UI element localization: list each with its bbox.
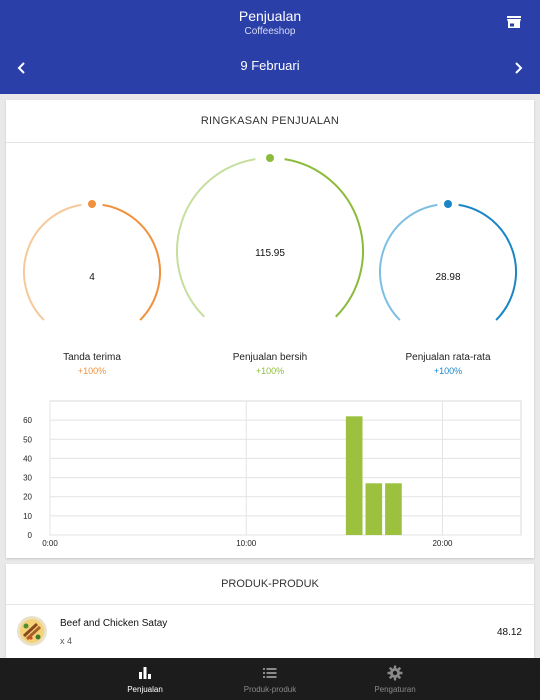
hourly-sales-chart: 0 10 20 30 40 50 60 0:00 10:00 20:00 xyxy=(23,400,522,548)
bar-chart-icon xyxy=(139,667,151,679)
net-sales-gauge-track xyxy=(176,158,256,318)
plot-area xyxy=(49,400,522,536)
y-tick-label: 30 xyxy=(23,474,32,483)
y-tick-label: 40 xyxy=(23,454,32,463)
nav-products[interactable]: Produk-produk xyxy=(180,658,360,700)
average-sales-change: +100% xyxy=(433,366,463,376)
sales-summary-card: RINGKASAN PENJUALAN 4 115.95 28.98 Tanda… xyxy=(6,100,534,558)
product-name: Beef and Chicken Satay xyxy=(60,618,168,629)
receipts-gauge-marker xyxy=(88,200,96,208)
nav-settings[interactable]: Pengaturan xyxy=(305,658,485,700)
app-header: Penjualan Coffeeshop 9 Februari xyxy=(0,0,540,94)
product-thumbnail xyxy=(17,616,47,646)
list-icon xyxy=(263,668,277,678)
product-total: 48.12 xyxy=(496,627,522,638)
date-selector: 9 Februari xyxy=(0,56,540,80)
receipts-gauge-track xyxy=(23,203,82,321)
y-tick-label: 50 xyxy=(23,435,32,444)
receipts-change: +100% xyxy=(77,366,107,376)
products-title: PRODUK-PRODUK xyxy=(6,564,534,605)
x-tick-label: 10:00 xyxy=(236,539,257,548)
average-sales-gauge-arc xyxy=(458,203,517,321)
store-name: Coffeeshop xyxy=(244,26,296,37)
x-tick-label: 20:00 xyxy=(432,539,453,548)
nav-settings-label: Pengaturan xyxy=(374,685,416,694)
sales-bar[interactable] xyxy=(365,483,383,535)
chevron-right-icon[interactable] xyxy=(510,60,526,76)
nav-sales-label: Penjualan xyxy=(127,685,163,694)
y-tick-label: 10 xyxy=(23,512,32,521)
product-row[interactable]: Beef and Chicken Satay x 4 48.12 xyxy=(6,605,534,659)
net-sales-value: 115.95 xyxy=(255,248,285,259)
average-sales-gauge-track xyxy=(379,203,438,321)
sales-bar[interactable] xyxy=(385,483,402,535)
y-tick-label: 0 xyxy=(28,531,33,540)
average-sales-gauge-marker xyxy=(444,200,452,208)
receipts-gauge-arc xyxy=(102,203,161,321)
net-sales-gauge-marker xyxy=(266,154,274,162)
gear-icon xyxy=(387,665,403,681)
net-sales-change: +100% xyxy=(255,366,285,376)
y-tick-label: 20 xyxy=(23,493,32,502)
average-sales-label: Penjualan rata-rata xyxy=(405,352,491,363)
store-icon[interactable] xyxy=(506,14,522,30)
receipts-value: 4 xyxy=(89,272,95,283)
sales-bar[interactable] xyxy=(345,416,363,535)
chevron-left-icon[interactable] xyxy=(14,60,30,76)
nav-products-label: Produk-produk xyxy=(243,685,297,694)
receipts-label: Tanda terima xyxy=(63,352,121,363)
current-date[interactable]: 9 Februari xyxy=(240,58,300,73)
nav-sales[interactable]: Penjualan xyxy=(55,658,235,700)
net-sales-gauge-arc xyxy=(284,158,364,318)
page-title: Penjualan xyxy=(238,8,302,24)
y-tick-label: 60 xyxy=(23,416,32,425)
net-sales-label: Penjualan bersih xyxy=(232,352,308,363)
products-card: PRODUK-PRODUK Beef and Chicken Satay x 4… xyxy=(6,564,534,658)
average-sales-value: 28.98 xyxy=(435,272,461,283)
bottom-navigation: Penjualan Produk-produk Pengaturan xyxy=(0,658,540,700)
x-tick-label: 0:00 xyxy=(42,539,58,548)
gauges xyxy=(23,154,517,321)
summary-title: RINGKASAN PENJUALAN xyxy=(6,100,534,143)
product-quantity: x 4 xyxy=(60,636,73,646)
